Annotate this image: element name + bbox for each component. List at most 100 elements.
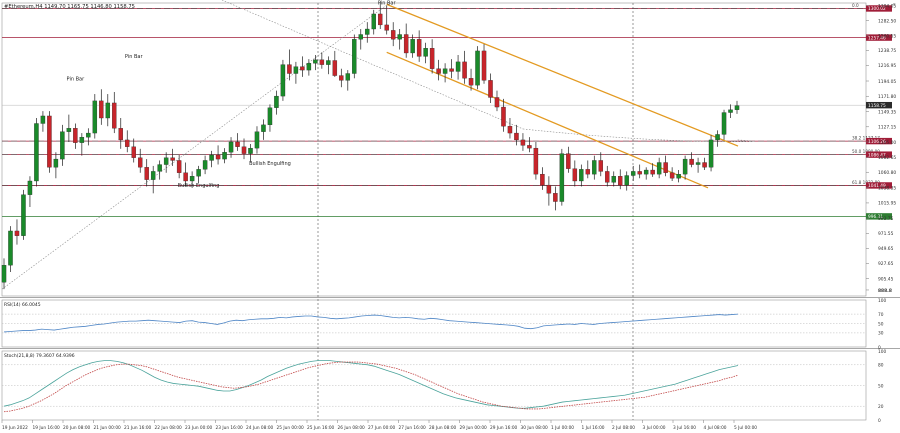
candle-body[interactable] xyxy=(267,107,273,126)
stoch-signal-line[interactable] xyxy=(3,361,739,413)
candle-body[interactable] xyxy=(462,61,467,79)
candle-body[interactable] xyxy=(352,39,357,74)
chevron-down-icon[interactable]: ▾ xyxy=(893,2,896,8)
candle-body[interactable] xyxy=(663,162,668,173)
candle-body[interactable] xyxy=(695,162,701,165)
candle-body[interactable] xyxy=(144,167,149,180)
candle-body[interactable] xyxy=(416,39,422,57)
candle-body[interactable] xyxy=(183,172,188,182)
candle-body[interactable] xyxy=(345,73,351,81)
candle-body[interactable] xyxy=(403,34,409,54)
rsi-line[interactable] xyxy=(3,313,739,333)
candle-body[interactable] xyxy=(442,68,448,74)
candle-body[interactable] xyxy=(150,171,156,180)
candle-body[interactable] xyxy=(533,147,539,175)
candle-body[interactable] xyxy=(572,168,578,182)
candle-body[interactable] xyxy=(332,60,338,76)
candle-body[interactable] xyxy=(79,137,85,143)
candle-body[interactable] xyxy=(176,160,182,173)
candle-body[interactable] xyxy=(475,50,480,86)
candle-body[interactable] xyxy=(261,124,266,132)
candle-body[interactable] xyxy=(579,169,584,182)
candle-body[interactable] xyxy=(274,95,279,108)
candle-body[interactable] xyxy=(215,154,221,160)
candle-body[interactable] xyxy=(137,157,143,168)
candle-body[interactable] xyxy=(73,128,78,143)
candle-body[interactable] xyxy=(669,172,675,179)
candle-body[interactable] xyxy=(287,64,292,74)
candle-body[interactable] xyxy=(99,100,104,119)
candle-body[interactable] xyxy=(592,160,597,175)
candle-body[interactable] xyxy=(66,128,72,132)
candle-body[interactable] xyxy=(611,176,616,183)
candle-body[interactable] xyxy=(313,59,318,64)
candle-body[interactable] xyxy=(689,158,694,165)
candle-body[interactable] xyxy=(105,102,111,119)
candle-body[interactable] xyxy=(60,131,65,160)
candle-body[interactable] xyxy=(702,162,707,168)
candle-body[interactable] xyxy=(637,171,642,175)
candle-body[interactable] xyxy=(546,184,552,194)
candle-body[interactable] xyxy=(34,123,39,182)
candle-body[interactable] xyxy=(118,128,123,141)
candle-body[interactable] xyxy=(300,66,305,71)
candle-body[interactable] xyxy=(540,173,545,186)
candle-body[interactable] xyxy=(371,13,376,30)
candle-body[interactable] xyxy=(676,173,681,179)
candle-body[interactable] xyxy=(306,63,312,71)
candle-body[interactable] xyxy=(163,157,169,165)
candle-body[interactable] xyxy=(734,105,740,110)
candle-body[interactable] xyxy=(241,146,247,154)
candle-body[interactable] xyxy=(189,176,195,182)
candle-body[interactable] xyxy=(566,153,571,169)
candlesticks[interactable] xyxy=(1,1,740,290)
candle-body[interactable] xyxy=(280,64,286,97)
candle-body[interactable] xyxy=(650,169,655,175)
candle-body[interactable] xyxy=(429,48,435,69)
candle-body[interactable] xyxy=(514,132,519,141)
candle-body[interactable] xyxy=(378,13,383,26)
candle-body[interactable] xyxy=(21,194,26,236)
candle-body[interactable] xyxy=(1,265,7,283)
candle-body[interactable] xyxy=(222,152,227,160)
candle-body[interactable] xyxy=(202,160,208,170)
candle-body[interactable] xyxy=(157,164,162,172)
candle-body[interactable] xyxy=(40,115,46,124)
candle-body[interactable] xyxy=(494,97,500,108)
candle-body[interactable] xyxy=(365,28,370,35)
candle-body[interactable] xyxy=(410,39,415,54)
candle-body[interactable] xyxy=(339,75,344,81)
candle-body[interactable] xyxy=(507,126,513,134)
candle-body[interactable] xyxy=(319,59,325,65)
candle-body[interactable] xyxy=(228,141,234,153)
candle-body[interactable] xyxy=(598,160,604,172)
candle-body[interactable] xyxy=(643,169,649,175)
candle-body[interactable] xyxy=(47,115,52,168)
candle-body[interactable] xyxy=(527,145,532,149)
candle-body[interactable] xyxy=(728,109,733,113)
candle-body[interactable] xyxy=(326,60,331,65)
candle-body[interactable] xyxy=(708,139,714,168)
candle-body[interactable] xyxy=(390,30,396,40)
candle-body[interactable] xyxy=(86,132,91,138)
candle-body[interactable] xyxy=(520,139,526,146)
candle-body[interactable] xyxy=(436,68,441,74)
candle-body[interactable] xyxy=(553,193,558,202)
candle-body[interactable] xyxy=(715,134,720,141)
candle-body[interactable] xyxy=(196,169,201,177)
candle-body[interactable] xyxy=(209,154,214,161)
candle-body[interactable] xyxy=(488,80,493,98)
rsi-panel[interactable]: 100 70 50 30 0 RSI(14) 66.0045 xyxy=(2,298,886,351)
candle-body[interactable] xyxy=(14,230,20,236)
candle-body[interactable] xyxy=(624,175,629,186)
candle-body[interactable] xyxy=(630,171,636,176)
candle-body[interactable] xyxy=(721,112,727,135)
candle-body[interactable] xyxy=(618,176,623,186)
candle-body[interactable] xyxy=(235,141,240,147)
stochastic-panel[interactable]: 100 80 50 20 0 Stoch(21,8,8) 79.3607 64.9396 xyxy=(2,349,886,424)
candle-body[interactable] xyxy=(585,169,591,175)
candle-body[interactable] xyxy=(27,180,33,195)
candle-body[interactable] xyxy=(248,147,253,154)
candle-body[interactable] xyxy=(125,139,130,147)
